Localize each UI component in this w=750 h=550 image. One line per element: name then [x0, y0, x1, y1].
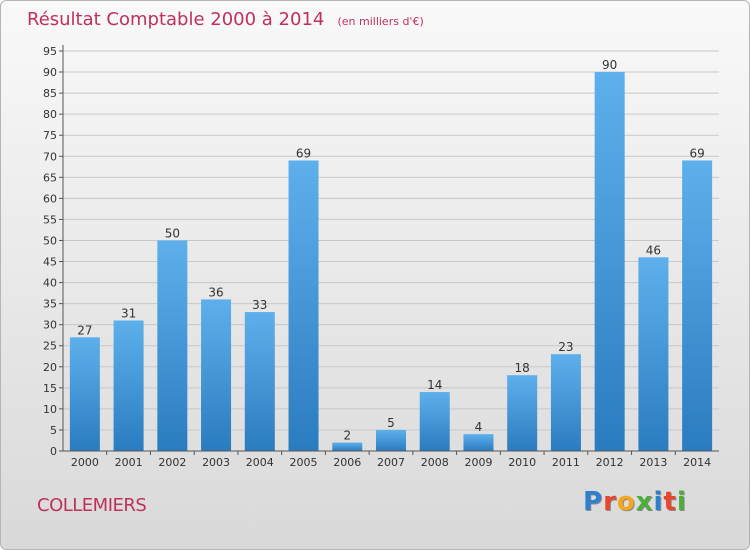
data-label: 69: [296, 146, 311, 160]
data-label: 46: [646, 243, 661, 257]
y-tick-label: 15: [43, 382, 57, 395]
x-tick-label: 2011: [552, 456, 580, 469]
bar: [113, 320, 144, 451]
data-label: 50: [165, 226, 180, 240]
y-axis-ticks: 0 5 10 15 20 25 30 35 40 45 50 55 60 65 70 75 80 85 90 95: [43, 45, 63, 458]
bar: [507, 375, 538, 451]
x-tick-label: 2008: [421, 456, 449, 469]
y-tick-label: 20: [43, 361, 57, 374]
bar: [594, 72, 625, 451]
data-label: 18: [515, 361, 530, 375]
y-tick-label: 30: [43, 319, 57, 332]
logo-letter: i: [676, 487, 687, 517]
data-label: 14: [427, 378, 442, 392]
x-tick-label: 2003: [202, 456, 230, 469]
y-tick-label: 80: [43, 108, 57, 121]
data-label: 90: [602, 58, 617, 72]
y-tick-label: 65: [43, 171, 57, 184]
logo-letter: i: [653, 487, 664, 517]
x-tick-label: 2007: [377, 456, 405, 469]
x-tick-label: 2013: [639, 456, 667, 469]
data-label: 4: [475, 420, 483, 434]
y-tick-label: 0: [50, 445, 57, 458]
y-tick-label: 45: [43, 256, 57, 269]
bar: [332, 442, 363, 451]
title-line: Résultat Comptable 2000 à 2014 (en milli…: [27, 9, 424, 30]
logo-letter: t: [663, 487, 677, 517]
logo-letter: o: [616, 487, 636, 517]
y-tick-label: 55: [43, 213, 57, 226]
y-tick-label: 95: [43, 45, 57, 58]
bar: [419, 392, 450, 451]
bar: [69, 337, 100, 451]
bar: [463, 434, 494, 451]
data-label: 36: [208, 285, 223, 299]
x-tick-label: 2002: [158, 456, 186, 469]
bar: [244, 312, 275, 451]
data-label: 69: [689, 146, 704, 160]
y-tick-label: 85: [43, 87, 57, 100]
y-tick-label: 60: [43, 192, 57, 205]
bar: [376, 429, 406, 451]
bars: [69, 72, 713, 451]
x-tick-label: 2004: [246, 456, 274, 469]
data-label: 33: [252, 298, 267, 312]
x-tick-label: 2005: [290, 456, 318, 469]
logo-letter: x: [635, 487, 654, 517]
commune-name: COLLEMIERS: [37, 495, 147, 516]
x-axis-ticks: 2000 2001 2002 2003 2004 2005 2006 2007 2008 2009…: [71, 451, 711, 469]
bar: [638, 257, 669, 451]
data-label: 5: [387, 416, 395, 430]
y-tick-label: 40: [43, 277, 57, 290]
x-tick-label: 2006: [333, 456, 361, 469]
x-tick-label: 2012: [596, 456, 624, 469]
bar: [550, 354, 581, 451]
y-tick-label: 70: [43, 150, 57, 163]
logo-letter: P: [583, 487, 604, 517]
data-label: 2: [343, 429, 351, 443]
x-tick-label: 2014: [683, 456, 711, 469]
data-label: 27: [77, 323, 92, 337]
x-tick-label: 2010: [508, 456, 536, 469]
bar: [682, 160, 713, 451]
data-label: 23: [558, 340, 573, 354]
bar: [288, 160, 319, 451]
x-tick-label: 2009: [464, 456, 492, 469]
x-tick-label: 2000: [71, 456, 99, 469]
chart-subtitle: (en milliers d'€): [337, 15, 424, 28]
y-tick-label: 35: [43, 298, 57, 311]
y-tick-label: 25: [43, 340, 57, 353]
data-label: 31: [121, 306, 136, 320]
bar: [157, 240, 188, 451]
bar: [201, 299, 232, 451]
proxiti-logo[interactable]: Proxiti: [583, 487, 687, 517]
logo-letter: r: [603, 487, 617, 517]
chart-title: Résultat Comptable 2000 à 2014: [27, 9, 325, 30]
y-tick-label: 50: [43, 234, 57, 247]
y-tick-label: 10: [43, 403, 57, 416]
y-tick-label: 90: [43, 66, 57, 79]
y-tick-label: 5: [50, 424, 57, 437]
data-labels: 27 31 50 36 33 69 2 5 14 4 18 23 90 46 69: [77, 58, 705, 443]
y-tick-label: 75: [43, 129, 57, 142]
x-tick-label: 2001: [115, 456, 143, 469]
